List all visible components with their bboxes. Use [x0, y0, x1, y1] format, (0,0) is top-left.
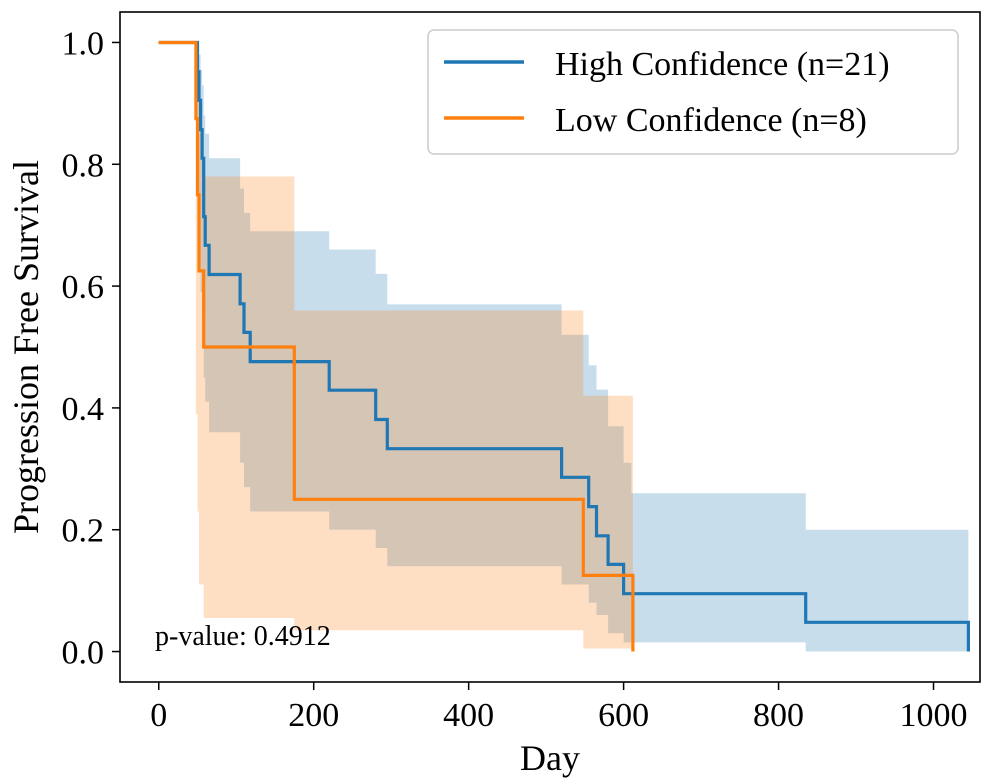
legend-label-high-confidence: High Confidence (n=21) — [555, 46, 890, 83]
y-tick-label: 0.0 — [62, 635, 105, 672]
x-tick-label: 1000 — [900, 697, 968, 734]
y-tick-label: 0.2 — [62, 513, 105, 550]
legend: High Confidence (n=21) Low Confidence (n… — [427, 29, 959, 155]
legend-label-low-confidence: Low Confidence (n=8) — [555, 102, 867, 139]
series-line-high-confidence — [158, 40, 970, 652]
y-tick-label: 0.6 — [62, 269, 105, 306]
x-tick-label: 200 — [288, 697, 339, 734]
x-tick-label: 800 — [753, 697, 804, 734]
series-line-low-confidence — [158, 40, 635, 652]
legend-box — [427, 29, 959, 155]
y-tick-label: 1.0 — [62, 25, 105, 62]
x-tick-label: 0 — [150, 697, 167, 734]
p-value-annotation: p-value: 0.4912 — [155, 621, 331, 652]
axis-ticks: 0 200 400 600 800 1000 0.0 0.2 0.4 0.6 0.8 1.0 — [62, 25, 968, 734]
y-axis-label: Progression Free Survival — [6, 160, 46, 534]
survival-curves — [158, 40, 970, 652]
x-tick-label: 400 — [443, 697, 494, 734]
plot-frame — [119, 11, 981, 683]
x-axis-label: Day — [520, 738, 580, 778]
y-tick-label: 0.4 — [62, 391, 105, 428]
x-tick-label: 600 — [598, 697, 649, 734]
y-tick-label: 0.8 — [62, 147, 105, 184]
